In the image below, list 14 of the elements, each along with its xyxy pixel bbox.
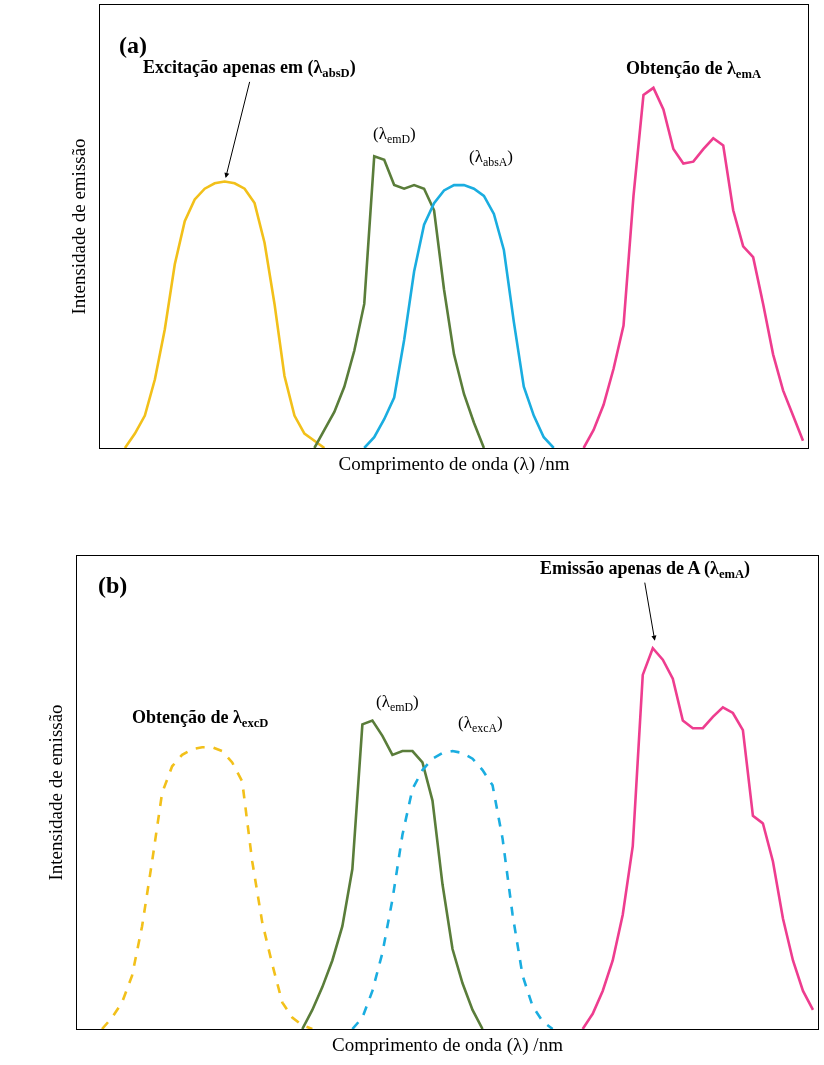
text: Emissão apenas de A (λ$_{emA}$) [540, 558, 751, 581]
annotation: Obtenção de λ$_{excD}$ [132, 707, 269, 730]
y-axis-title: Intensidade de emissão [67, 138, 89, 315]
x-axis-title: Comprimento de onda (λ) /nm [338, 453, 570, 476]
text: Obtenção de λ$_{emA}$ [626, 58, 762, 81]
annotation: (λ$_{excA}$) [458, 713, 503, 735]
y-axis-title: Intensidade de emissão [44, 704, 66, 881]
x-axis-title: Comprimento de onda (λ) /nm [332, 1034, 564, 1057]
text: Excitação apenas em (λ$_{absD}$) [143, 57, 356, 80]
annotation: (λ$_{emD}$) [373, 124, 416, 146]
text: (b) [98, 572, 128, 598]
annotation: (λ$_{absA}$) [469, 147, 514, 169]
annotation: (λ$_{emD}$) [376, 692, 419, 714]
text: (a) [119, 32, 147, 58]
